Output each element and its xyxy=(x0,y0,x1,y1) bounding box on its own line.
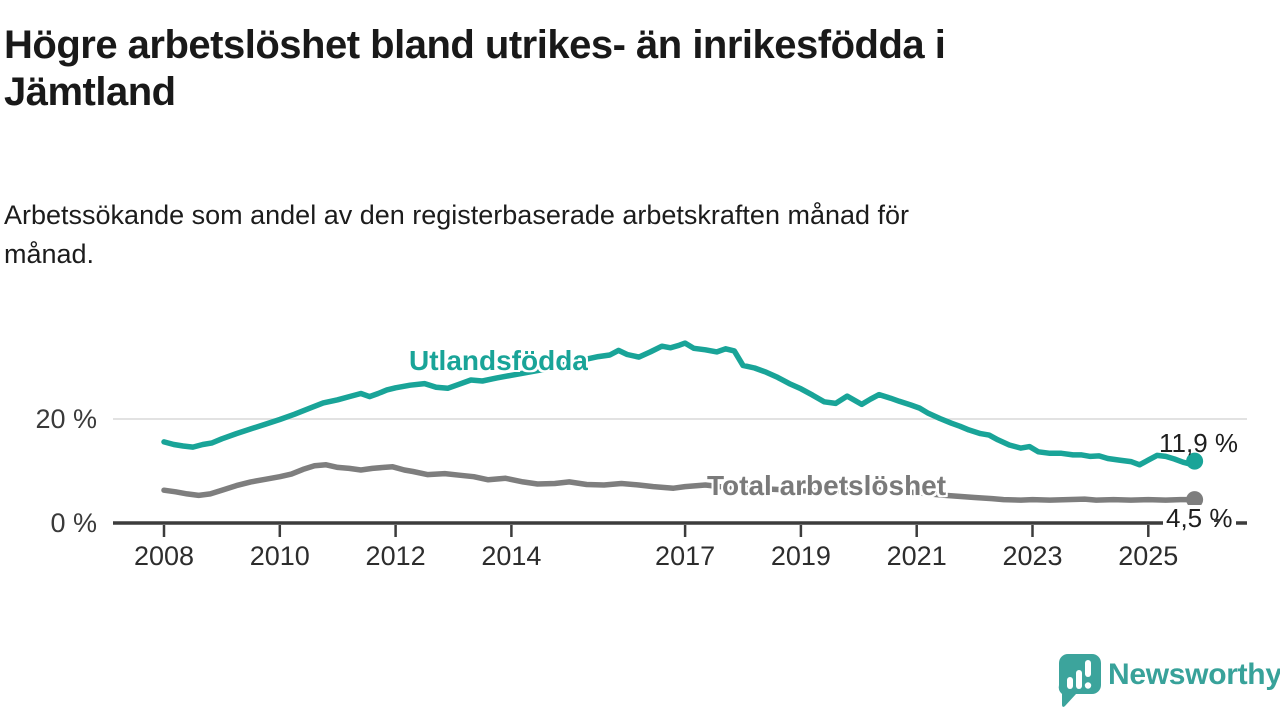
y-axis-tick-label: 0 % xyxy=(50,508,97,538)
page-title: Högre arbetslöshet bland utrikes- än inr… xyxy=(4,23,946,114)
line-utlandsf-dda xyxy=(161,340,1198,468)
series-label-total-arbetsloshet: Total arbetslöshet xyxy=(707,470,947,501)
x-axis-tick-label: 2010 xyxy=(249,541,310,571)
page-subtitle: Arbetssökande som andel av den registerb… xyxy=(4,200,910,269)
axis-line-remnant xyxy=(1214,519,1219,522)
y-axis-tick-label: 20 % xyxy=(35,404,97,434)
x-axis-tick-label: 2008 xyxy=(133,541,195,571)
end-dot-total-arbetsl-shet xyxy=(1186,491,1204,509)
brand-name: Newsworthy xyxy=(1108,658,1280,691)
x-axis-tick-label: 2014 xyxy=(481,541,542,571)
end-dot-utlandsf-dda xyxy=(1186,452,1204,470)
x-axis-tick-label: 2025 xyxy=(1118,541,1179,571)
end-value-label-utlandsfodda: 11,9 % xyxy=(1159,428,1239,458)
x-axis-tick-label: 2012 xyxy=(365,541,426,571)
newsworthy-bubble-chart-icon xyxy=(1058,654,1101,707)
line-total-arbetsl-shet xyxy=(161,462,1198,503)
x-axis-tick-label: 2023 xyxy=(1002,541,1063,571)
x-axis-tick-label: 2017 xyxy=(655,541,716,571)
x-axis-tick-label: 2019 xyxy=(770,541,831,571)
brand-logo: Newsworthy xyxy=(1054,650,1280,710)
end-value-label-total: 4,5 % xyxy=(1163,505,1236,532)
series-label-utlandsfodda: Utlandsfödda xyxy=(409,345,588,376)
x-axis-tick-label: 2021 xyxy=(886,541,947,571)
